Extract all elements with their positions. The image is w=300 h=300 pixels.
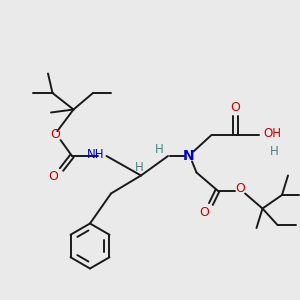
Text: O: O [236,182,245,196]
Text: O: O [199,206,209,219]
Text: O: O [48,170,58,184]
Text: H: H [135,160,144,174]
Text: NH: NH [87,148,104,161]
Text: H: H [154,143,164,156]
Text: O: O [51,128,60,142]
Text: OH: OH [263,127,281,140]
Text: N: N [183,149,195,163]
Text: H: H [270,145,279,158]
Text: O: O [231,100,240,114]
